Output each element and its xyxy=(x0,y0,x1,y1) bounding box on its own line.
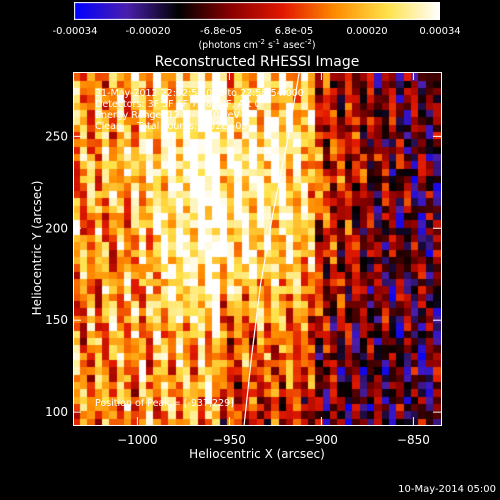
footer-timestamp: 10-May-2014 05:00 xyxy=(398,484,496,495)
colorbar-tick-label: 0.00034 xyxy=(419,26,461,37)
annotation-detectors: Detectors: 3F 5F 6F 7F 8F 9F, Att 0 xyxy=(95,99,261,110)
y-tick-label: 250 xyxy=(45,129,68,143)
solar-limb-curve xyxy=(243,72,300,425)
image-plot-area: 31-May-2012 22:52:54.000 to 22:58:54.000… xyxy=(73,72,441,425)
x-tick-label: −900 xyxy=(305,433,338,447)
colorbar-unit-label: (photons cm-2 s-1 asec-2) xyxy=(198,38,316,52)
y-tick-label: 100 xyxy=(45,405,68,419)
annotation-energy-range: Energy Range: 12.0 - 25.0 keV xyxy=(95,110,240,121)
y-tick-label: 200 xyxy=(45,221,68,235)
x-tick-label: −850 xyxy=(397,433,430,447)
annotation-total-counts: Clean Total counts: 6.52E+03 xyxy=(95,121,248,132)
chart-title: Reconstructed RHESSI Image xyxy=(154,54,360,70)
x-axis-label: Heliocentric X (arcsec) xyxy=(189,447,325,461)
colorbar-tick-label: 6.8e-05 xyxy=(274,26,314,37)
x-tick-label: −1000 xyxy=(117,433,158,447)
colorbar-tick-label: 0.00020 xyxy=(346,26,388,37)
x-tick-label: −950 xyxy=(213,433,246,447)
colorbar-tick-label: -0.00034 xyxy=(52,26,98,37)
y-axis-label: Heliocentric Y (arcsec) xyxy=(30,180,44,316)
annotation-time-range: 31-May-2012 22:52:54.000 to 22:58:54.000 xyxy=(95,88,304,99)
colorbar-tick-label: -6.8e-05 xyxy=(200,26,242,37)
annotation-peak-position: Position of Peak = [-937,229] xyxy=(95,398,234,409)
colorbar xyxy=(74,2,440,20)
colorbar-tick-label: -0.00020 xyxy=(125,26,171,37)
y-tick-label: 150 xyxy=(45,313,68,327)
